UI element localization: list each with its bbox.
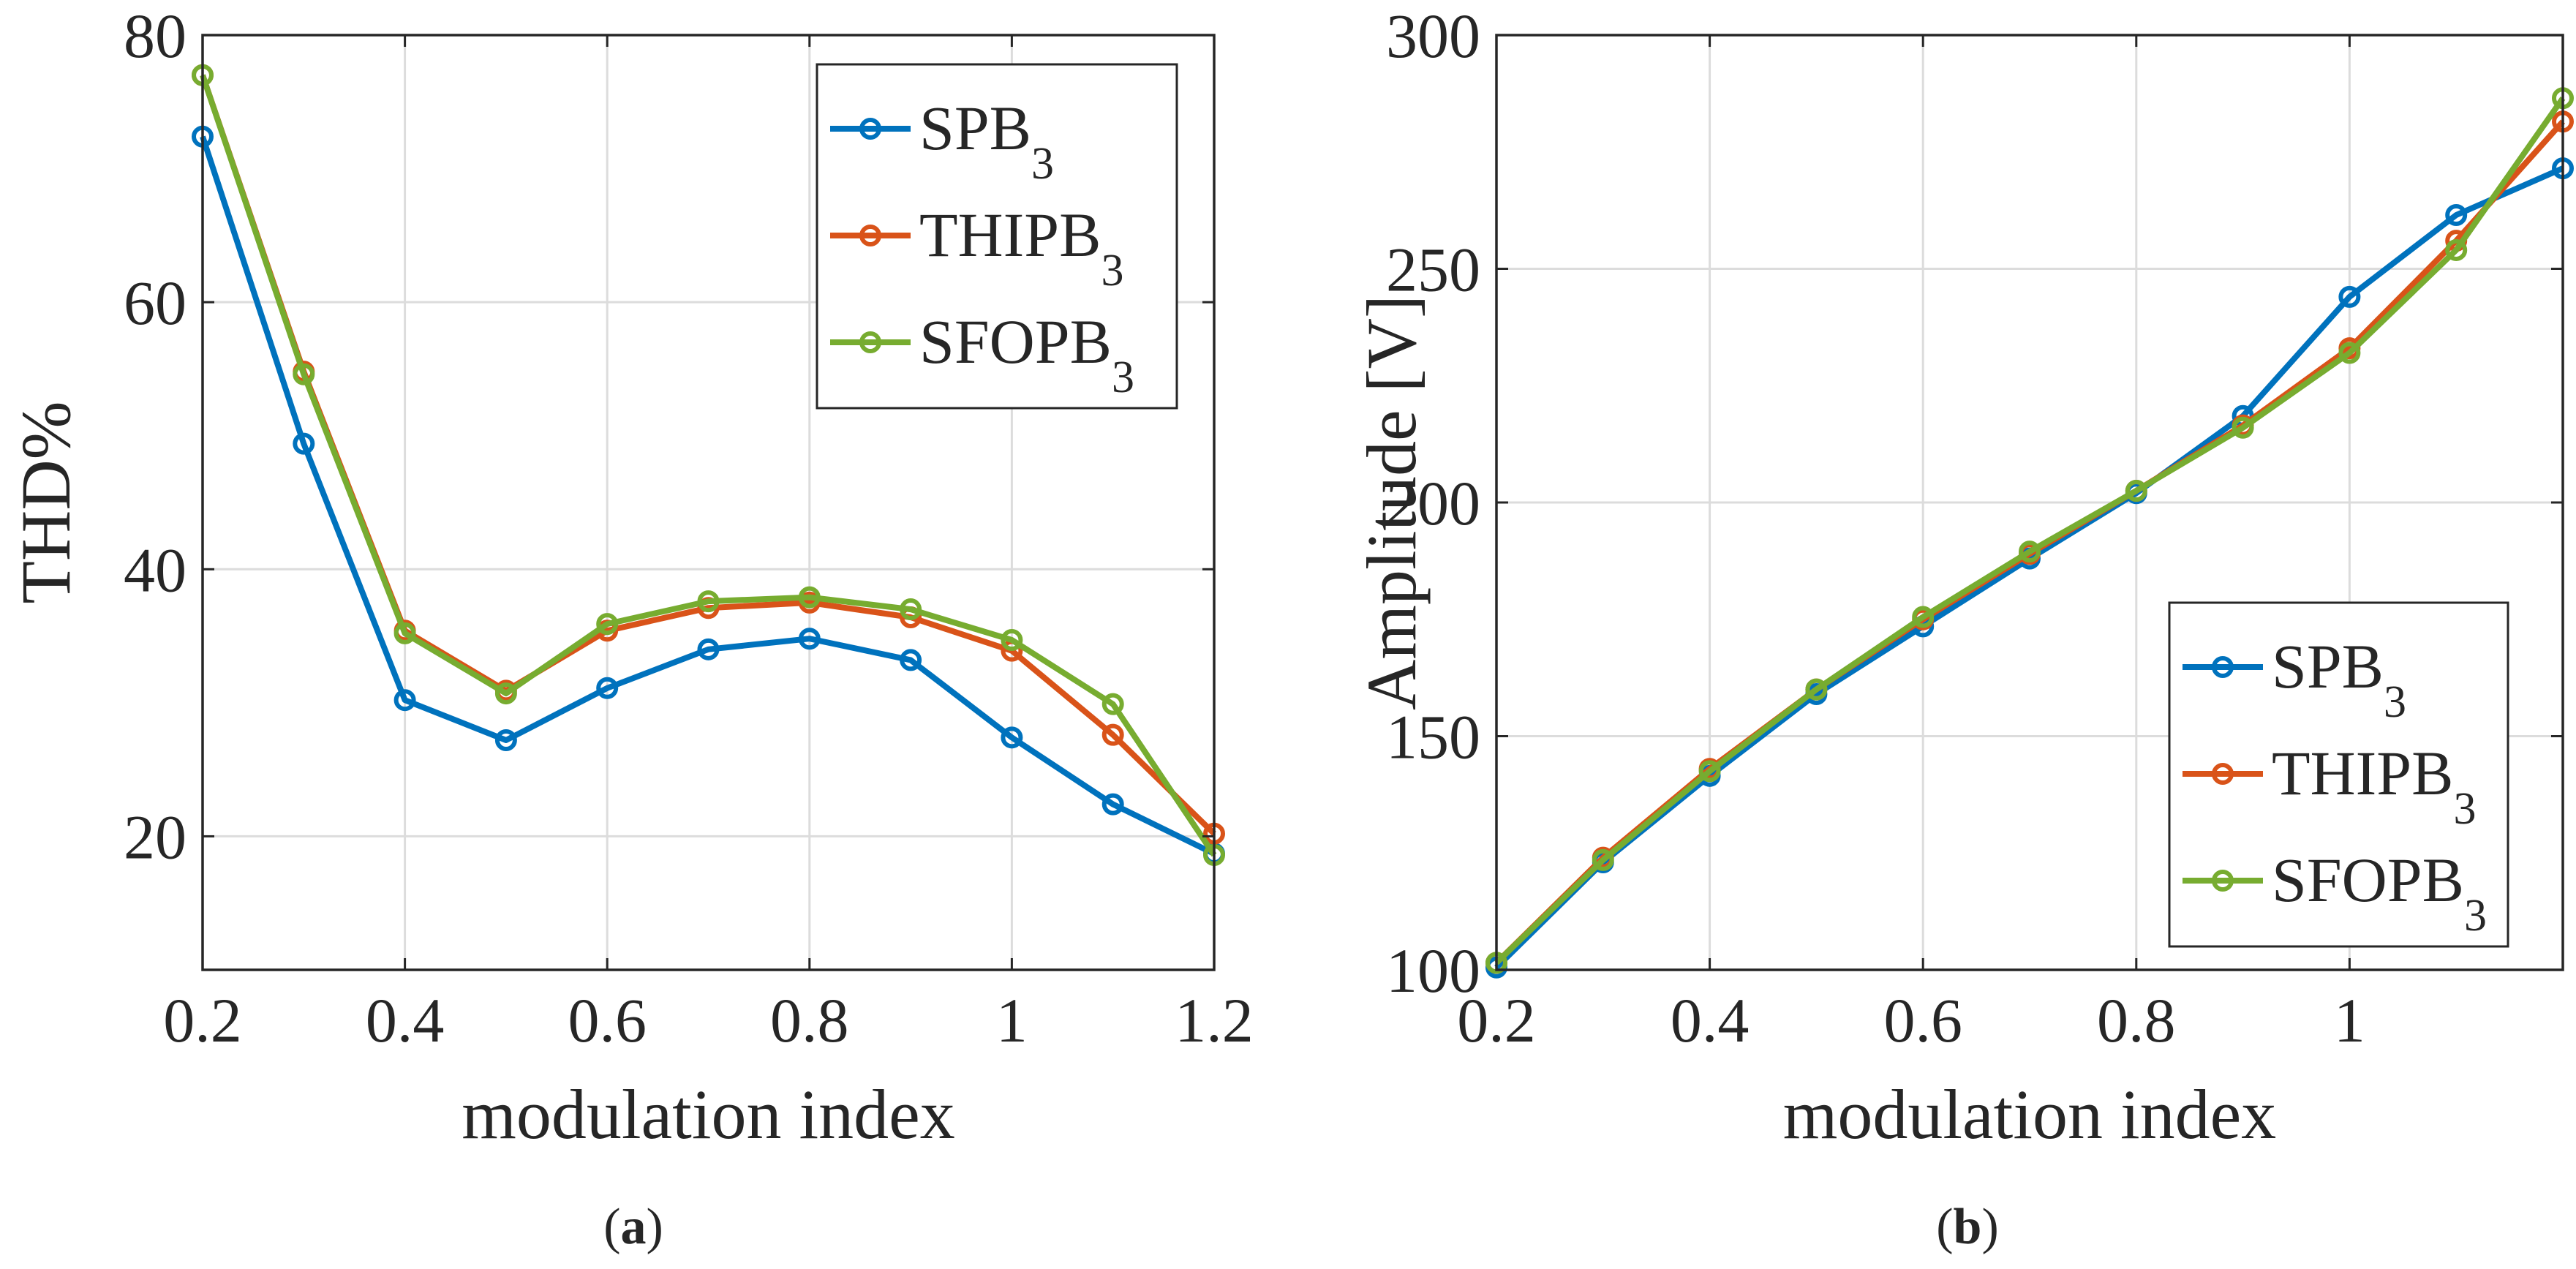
legend-label: SFOPB3 bbox=[2272, 845, 2487, 941]
x-axis-label: modulation index bbox=[1783, 1075, 2277, 1153]
legend-label: THIPB3 bbox=[919, 200, 1123, 295]
data-point bbox=[1912, 606, 1935, 628]
y-tick-label: 40 bbox=[124, 535, 187, 605]
panel-caption: (a) bbox=[603, 1199, 663, 1255]
legend-item-thipb: THIPB3 bbox=[2183, 738, 2476, 834]
data-point bbox=[1101, 723, 1124, 746]
panel-caption: (b) bbox=[1936, 1199, 1999, 1255]
legend-label-subscript: 3 bbox=[2453, 784, 2476, 834]
data-point bbox=[697, 590, 720, 613]
legend-label-name: THIPB bbox=[919, 200, 1101, 270]
series-line bbox=[1494, 97, 2566, 965]
x-tick-label: 0.8 bbox=[770, 985, 849, 1055]
series-line bbox=[200, 135, 1216, 856]
data-point bbox=[393, 622, 416, 644]
data-point bbox=[596, 613, 619, 636]
legend-swatch-marker bbox=[859, 118, 881, 140]
legend-item-spb: SPB3 bbox=[2183, 631, 2406, 727]
legend-item-spb: SPB3 bbox=[830, 93, 1054, 189]
legend-label: SFOPB3 bbox=[919, 306, 1134, 402]
data-point bbox=[1698, 760, 1721, 783]
data-point bbox=[494, 728, 517, 751]
data-point bbox=[2338, 285, 2361, 308]
y-axis-label: THD% bbox=[7, 401, 85, 603]
data-point bbox=[2232, 416, 2254, 439]
y-tick-label: 80 bbox=[124, 1, 187, 71]
x-tick-label: 0.4 bbox=[366, 985, 445, 1055]
series-sfopb bbox=[1485, 87, 2574, 974]
y-tick-label: 250 bbox=[1386, 235, 1480, 305]
data-point bbox=[1001, 629, 1023, 652]
data-point bbox=[900, 649, 922, 671]
axes-box bbox=[201, 34, 1216, 971]
data-point bbox=[900, 598, 922, 621]
chart-panel-a: 0.2 0.4 0.6 0.8 1 1.2 20 40 60 80 modulation index… bbox=[7, 1, 1254, 1255]
data-point bbox=[2338, 342, 2361, 364]
legend-swatch-marker bbox=[859, 225, 881, 246]
x-tick-label: 0.2 bbox=[163, 985, 242, 1055]
series-spb bbox=[192, 125, 1225, 865]
data-point bbox=[2019, 541, 2041, 563]
x-tick-label: 0.6 bbox=[1883, 985, 1962, 1055]
legend-label: THIPB3 bbox=[2272, 738, 2476, 834]
y-axis-label: Amplitude [V] bbox=[1352, 295, 1431, 710]
data-point bbox=[2445, 204, 2468, 227]
data-point bbox=[1101, 793, 1124, 816]
data-point bbox=[1101, 693, 1124, 715]
legend-label-subscript: 3 bbox=[1031, 139, 1054, 189]
series-line bbox=[200, 74, 1217, 857]
data-point bbox=[393, 689, 416, 712]
x-tick-label: 1.2 bbox=[1175, 985, 1254, 1055]
y-tick-label: 100 bbox=[1386, 935, 1480, 1006]
y-tick-label: 20 bbox=[124, 802, 187, 872]
panel-caption-letter: b bbox=[1954, 1199, 1982, 1255]
x-tick-label: 1 bbox=[2334, 985, 2365, 1055]
legend-label-subscript: 3 bbox=[2384, 677, 2406, 727]
data-point bbox=[697, 638, 720, 660]
x-axis-label: modulation index bbox=[462, 1075, 955, 1153]
legend-swatch-marker bbox=[2212, 763, 2234, 785]
legend-label-name: SPB bbox=[919, 93, 1031, 163]
data-point bbox=[798, 628, 821, 650]
legend-item-sfopb: SFOPB3 bbox=[2183, 845, 2487, 941]
data-point bbox=[293, 363, 315, 385]
data-point bbox=[1001, 726, 1023, 749]
legend-label: SPB3 bbox=[919, 93, 1054, 189]
legend-item-sfopb: SFOPB3 bbox=[830, 306, 1134, 402]
y-tick-label: 300 bbox=[1386, 1, 1480, 71]
x-tick-label: 0.2 bbox=[1457, 985, 1536, 1055]
legend-label-name: SPB bbox=[2272, 631, 2384, 701]
legend-swatch-marker bbox=[859, 331, 881, 353]
data-point bbox=[494, 682, 517, 705]
data-point bbox=[596, 677, 619, 699]
data-point bbox=[798, 586, 821, 609]
y-tick-label: 60 bbox=[124, 268, 187, 338]
legend-label-name: SFOPB bbox=[2272, 845, 2464, 915]
x-tick-label: 0.4 bbox=[1671, 985, 1750, 1055]
data-point bbox=[1592, 848, 1614, 871]
legend-swatch-marker bbox=[2212, 656, 2234, 678]
x-tick-label: 0.6 bbox=[568, 985, 647, 1055]
chart-panel-b: 0.2 0.4 0.6 0.8 1 100 150 200 250 300 modulation i… bbox=[1352, 1, 2574, 1255]
data-point bbox=[293, 432, 315, 455]
x-tick-label: 0.8 bbox=[2097, 985, 2176, 1055]
legend-label-subscript: 3 bbox=[1112, 353, 1134, 402]
data-point bbox=[2125, 480, 2147, 502]
legend-label-name: SFOPB bbox=[919, 306, 1112, 377]
legend-label-name: THIPB bbox=[2272, 738, 2453, 808]
legend-item-thipb: THIPB3 bbox=[830, 200, 1123, 295]
legend-label: SPB3 bbox=[2272, 631, 2406, 727]
legend-label-subscript: 3 bbox=[1101, 246, 1123, 295]
panel-caption-letter: a bbox=[621, 1199, 647, 1255]
data-point bbox=[1805, 678, 1828, 701]
x-tick-label: 1 bbox=[996, 985, 1028, 1055]
data-point bbox=[2445, 238, 2468, 261]
legend-label-subscript: 3 bbox=[2464, 891, 2487, 941]
y-tick-label: 150 bbox=[1386, 702, 1480, 772]
legend-swatch-marker bbox=[2212, 870, 2234, 892]
y-tick-label: 200 bbox=[1386, 468, 1480, 538]
